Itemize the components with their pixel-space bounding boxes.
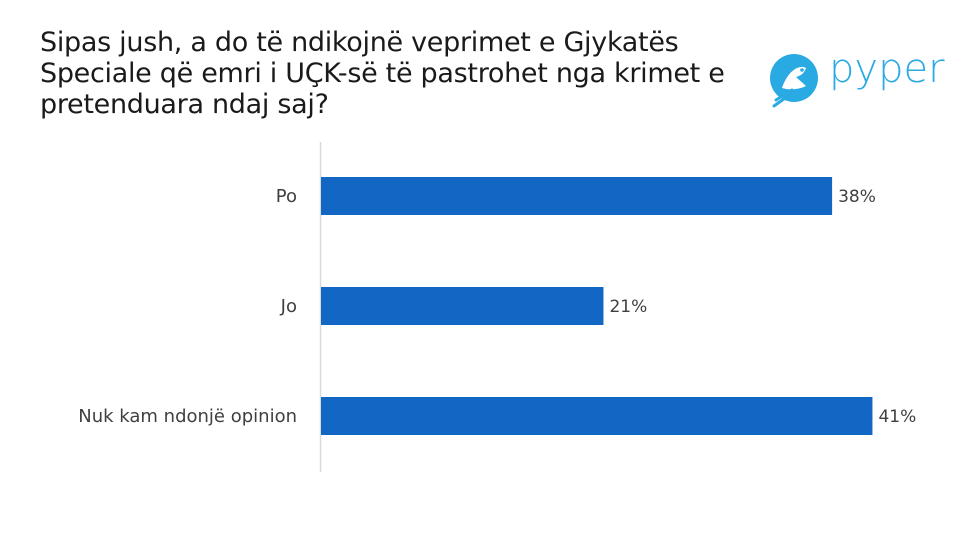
logo-text: pyper — [829, 46, 945, 92]
value-label: 21% — [609, 297, 647, 317]
bird-icon — [770, 54, 818, 108]
category-label: Nuk kam ndonjë opinion — [78, 406, 297, 427]
bar-3 — [321, 397, 873, 435]
chart-title: Sipas jush, a do të ndikojnë veprimet e … — [40, 27, 725, 120]
category-label: Po — [276, 186, 297, 207]
bar-1 — [321, 177, 833, 215]
pyper-logo: pyper — [766, 46, 956, 116]
value-label: 38% — [838, 187, 876, 207]
bar-2 — [321, 287, 604, 325]
category-label: Jo — [280, 296, 297, 317]
value-label: 41% — [878, 407, 916, 427]
